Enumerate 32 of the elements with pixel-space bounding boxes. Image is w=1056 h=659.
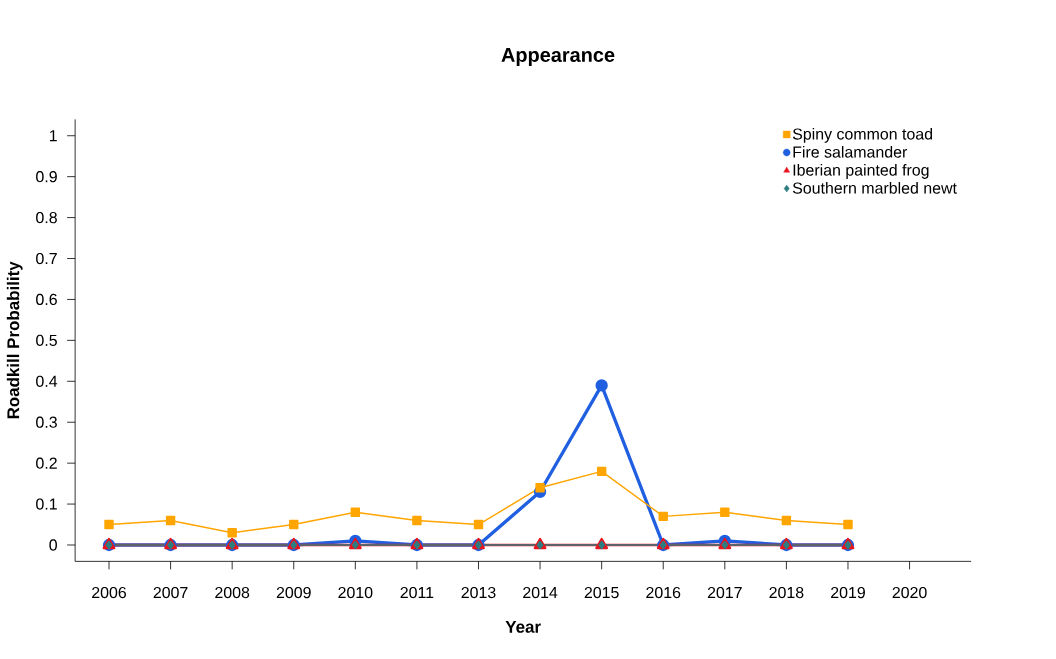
y-tick-label: 0.1 [36, 498, 57, 510]
x-tick-label: 2010 [338, 586, 373, 599]
x-tick-label: 2011 [400, 586, 434, 599]
x-tick-label: 2014 [523, 586, 558, 599]
legend-label: Spiny common toad [792, 127, 933, 143]
x-tick-label: 2019 [831, 586, 865, 599]
y-tick-label: 0.2 [36, 457, 57, 469]
y-tick-label: 0 [49, 539, 57, 551]
y-tick-label: 0.4 [36, 375, 58, 387]
legend-label: Southern marbled newt [792, 182, 957, 194]
chart-title: Appearance [501, 48, 615, 66]
y-tick-label: 1 [49, 130, 57, 142]
x-tick-label: 2008 [215, 586, 250, 599]
y-tick-label: 0.9 [36, 171, 57, 183]
y-tick-label: 0.8 [36, 211, 57, 224]
y-tick-label: 0.3 [36, 416, 57, 428]
x-tick-label: 2016 [646, 586, 681, 599]
y-axis-title: Roadkill Probability [6, 261, 23, 419]
y-tick-label: 0.7 [36, 252, 57, 265]
x-tick-label: 2017 [707, 586, 742, 599]
x-tick-label: 2009 [276, 586, 311, 599]
x-axis-title: Year [505, 621, 541, 633]
x-tick-label: 2015 [584, 586, 619, 599]
x-tick-label: 2007 [153, 586, 188, 599]
y-tick-label: 0.5 [36, 334, 57, 347]
x-tick-label: 2006 [92, 586, 127, 599]
x-tick-label: 2018 [769, 586, 804, 599]
x-tick-label: 2013 [461, 586, 496, 599]
legend-label: Fire salamander [793, 146, 908, 158]
legend-label: Iberian painted frog [793, 164, 929, 179]
x-tick-label: 2020 [892, 586, 927, 599]
y-tick-label: 0.6 [36, 293, 57, 306]
